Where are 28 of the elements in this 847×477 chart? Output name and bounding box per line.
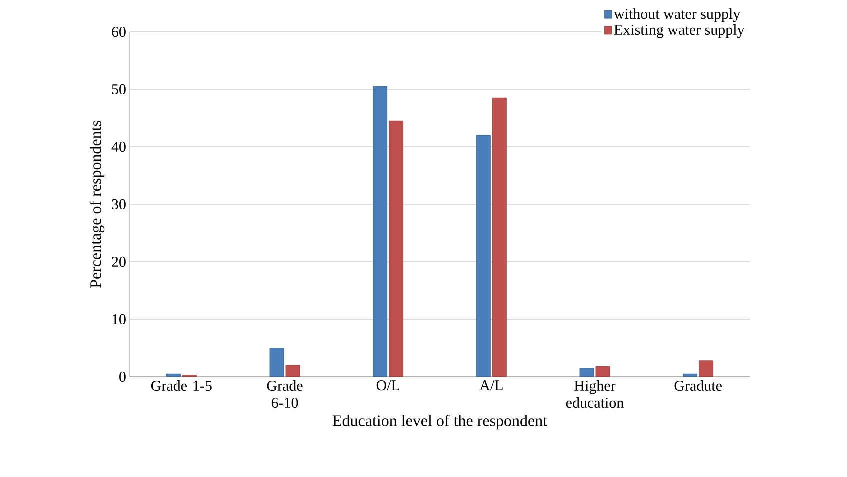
y-tick-label: 0 — [120, 372, 126, 382]
y-axis-title: Percentage of respondents — [90, 121, 105, 288]
x-axis-title: Education level of the respondent — [332, 414, 548, 430]
x-tick-label: O/L — [376, 380, 400, 391]
bar — [699, 360, 714, 378]
bar — [683, 374, 698, 378]
y-tick-label: 50 — [112, 84, 126, 95]
bar — [166, 374, 181, 378]
x-tick-label: Higher education — [566, 380, 624, 408]
x-tick-label: Grade 1-5 — [151, 380, 212, 392]
y-tick-label: 30 — [112, 199, 126, 210]
y-tick-label: 60 — [112, 26, 126, 38]
bar — [476, 135, 491, 378]
bar — [270, 348, 284, 378]
bar — [492, 98, 507, 378]
bar — [373, 86, 388, 378]
legend-label: Existing water supply — [614, 24, 745, 38]
bar — [389, 120, 404, 378]
bar — [596, 366, 610, 378]
y-tick-label: 20 — [112, 256, 126, 268]
x-tick-label: Grade 6-10 — [267, 380, 303, 408]
bar — [580, 368, 594, 378]
bar — [286, 365, 300, 378]
legend-label: without water supply — [614, 8, 741, 22]
y-tick-label: 40 — [112, 142, 126, 152]
y-tick-label: 10 — [112, 314, 126, 325]
x-tick-label: A/L — [480, 380, 503, 391]
x-tick-label: Gradute — [674, 380, 722, 392]
